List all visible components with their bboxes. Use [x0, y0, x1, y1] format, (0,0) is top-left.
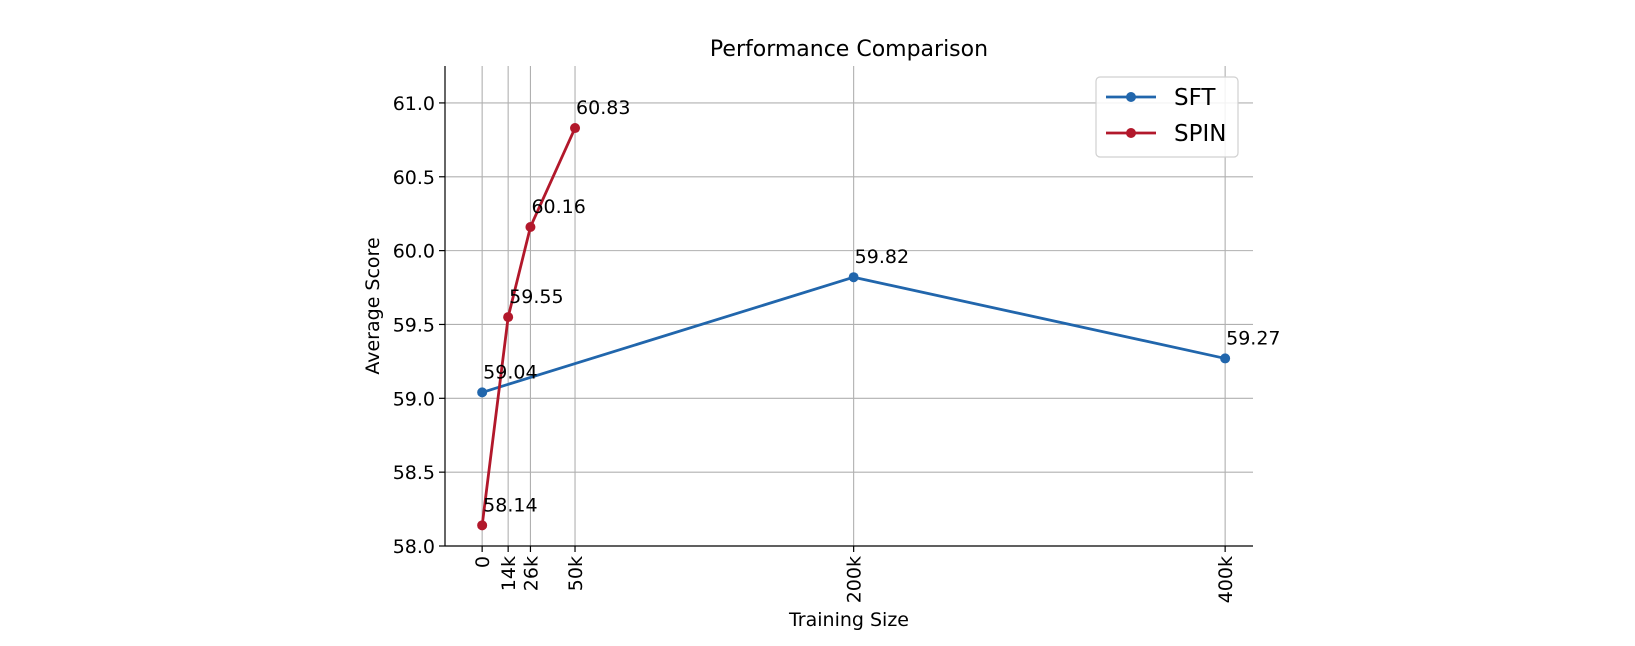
- series-line-spin: [480, 127, 577, 526]
- y-tick-label: 58.0: [393, 536, 435, 558]
- data-label-sft: 59.82: [855, 246, 909, 268]
- y-tick-label: 59.0: [393, 388, 435, 410]
- data-label-spin: 60.83: [576, 97, 630, 119]
- data-point-sft: [477, 387, 488, 398]
- data-point-sft: [848, 272, 859, 283]
- x-tick-label: 200k: [844, 556, 866, 603]
- data-label-spin: 59.55: [509, 286, 563, 308]
- legend-label-spin: SPIN: [1174, 121, 1226, 147]
- x-tick-label: 400k: [1215, 556, 1237, 603]
- legend-swatch-marker-spin: [1126, 128, 1136, 138]
- y-axis-title: Average Score: [362, 237, 384, 374]
- data-point-spin: [503, 312, 514, 323]
- data-label-sft: 59.04: [483, 361, 537, 383]
- x-tick-label: 26k: [520, 556, 542, 591]
- data-point-spin: [570, 123, 581, 134]
- y-tick-label: 61.0: [393, 93, 435, 115]
- y-tick-label: 60.0: [393, 241, 435, 263]
- data-labels-layer: 59.04 59.82 59.27 58.14 59.55 60.16 60.83: [483, 97, 1280, 516]
- data-point-spin: [477, 520, 488, 531]
- data-label-spin: 58.14: [483, 494, 537, 516]
- x-tick-label: 50k: [565, 556, 587, 591]
- x-tick-label: 14k: [498, 556, 520, 591]
- legend: SFT SPIN: [1095, 76, 1239, 158]
- series-layer: [477, 123, 1231, 531]
- legend-swatch-marker-sft: [1126, 92, 1136, 102]
- x-axis-title: Training Size: [788, 609, 909, 631]
- y-tick-label: 58.5: [393, 462, 435, 484]
- x-tick-label: 0: [472, 556, 494, 568]
- axes-layer: 58.0 58.5 59.0 59.5 60.0 60.5 61.0 0 14k 26k 50k 20…: [393, 66, 1253, 603]
- data-label-spin: 60.16: [531, 196, 585, 218]
- data-label-sft: 59.27: [1226, 327, 1280, 349]
- data-point-sft: [1220, 353, 1231, 364]
- y-tick-label: 59.5: [393, 314, 435, 336]
- data-point-spin: [525, 221, 536, 232]
- legend-label-sft: SFT: [1174, 85, 1216, 111]
- y-tick-label: 60.5: [393, 167, 435, 189]
- grid-layer: [445, 66, 1253, 547]
- chart-title: Performance Comparison: [710, 37, 988, 62]
